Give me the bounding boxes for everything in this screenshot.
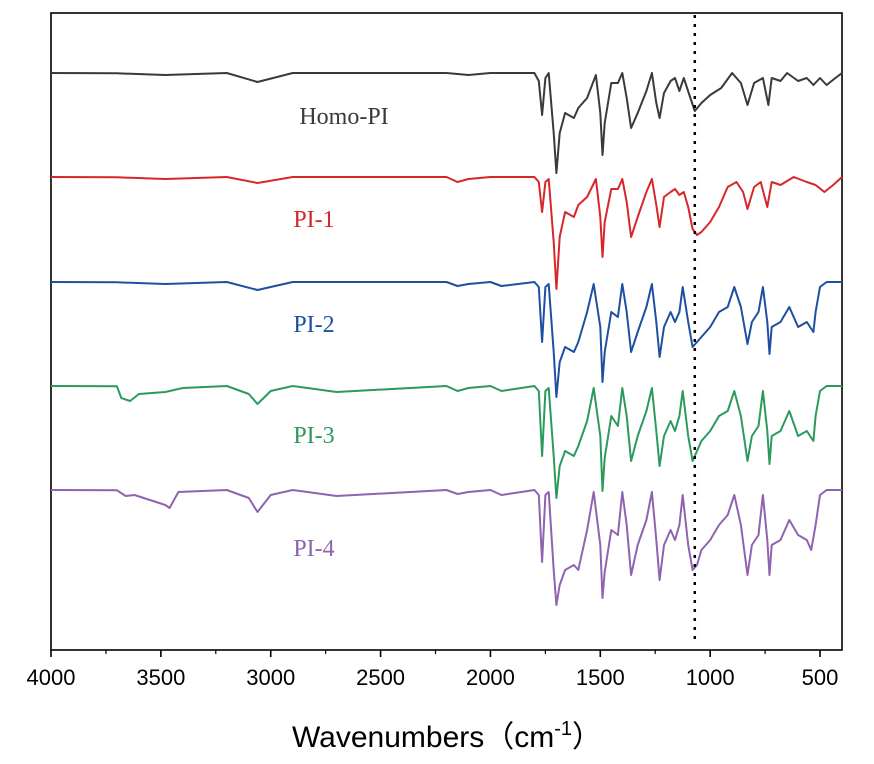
series-line-pi-1: [50, 176, 843, 290]
series-label-pi-3: PI-3: [293, 423, 334, 449]
x-axis-title: Wavenumbers（cm-1）: [292, 718, 602, 754]
x-axis-title-superscript: -1: [554, 718, 572, 740]
x-tick-label: 2500: [356, 665, 405, 690]
series-layer: [50, 72, 843, 606]
x-axis-title-main: Wavenumbers（cm: [292, 721, 554, 754]
x-tick-label: 1000: [686, 665, 735, 690]
series-label-pi-1: PI-1: [293, 207, 334, 233]
series-label-layer: Homo-PI PI-1 PI-2 PI-3 PI-4: [293, 104, 388, 562]
series-line-pi-3: [50, 385, 842, 499]
x-axis-title-close: ）: [572, 721, 602, 754]
x-tick-label: 500: [802, 665, 839, 690]
series-label-pi-2: PI-2: [293, 312, 334, 338]
series-line-pi-4: [50, 489, 842, 606]
x-tick-label: 3500: [136, 665, 185, 690]
x-tick-label: 1500: [576, 665, 625, 690]
plot-frame: [50, 12, 843, 651]
x-tick-label: 2000: [466, 665, 515, 690]
series-line-pi-2: [50, 281, 842, 398]
x-tick-label: 3000: [246, 665, 295, 690]
series-label-homo-pi: Homo-PI: [299, 104, 388, 130]
series-label-pi-4: PI-4: [293, 536, 334, 562]
x-axis-ticks: 4000 3500 3000 2500 2000 1500 1000 500: [27, 650, 839, 690]
x-tick-label: 4000: [27, 665, 76, 690]
series-line-homo-pi: [50, 72, 843, 174]
